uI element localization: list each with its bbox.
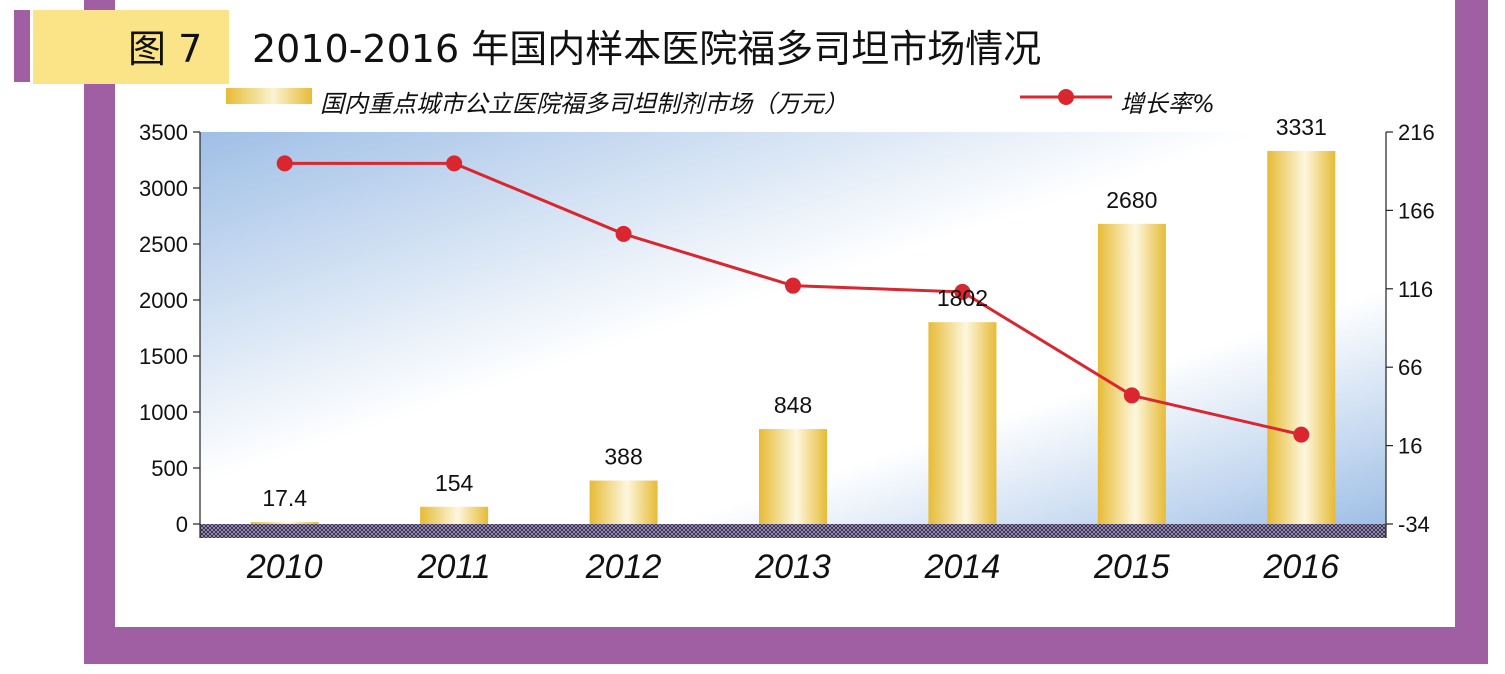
legend-bar-swatch [226,88,312,104]
bar-value-label-2012: 388 [604,444,642,470]
y-right-tick-label: -34 [1398,512,1430,537]
x-tick-label-2016: 2016 [1262,548,1339,586]
x-tick-label-2011: 2011 [417,548,491,586]
bar-2013 [759,429,827,524]
x-tick-label-2014: 2014 [924,548,1001,586]
y-left-tick-label: 2000 [139,288,188,313]
y-left-tick-label: 1500 [139,344,188,369]
y-left-tick-label: 3000 [139,176,188,201]
x-tick-label-2015: 2015 [1093,548,1170,586]
y-right-tick-label: 66 [1398,355,1422,380]
growth-rate-point-2010 [276,155,293,172]
bar-2012 [589,480,658,524]
y-right-tick-label: 166 [1398,198,1435,223]
bar-2014 [928,322,997,524]
figure-label-badge [33,10,229,84]
growth-rate-point-2015 [1123,387,1140,404]
title-accent-bar [14,10,30,82]
y-left-tick-label: 3500 [139,120,188,145]
bar-value-label-2014: 1802 [937,285,988,311]
y-left-tick-label: 0 [176,512,188,537]
chart-title: 2010-2016 年国内样本医院福多司坦市场情况 [252,27,1042,71]
growth-rate-point-2011 [446,155,463,172]
bar-value-label-2010: 17.4 [262,485,307,511]
y-left-tick-label: 1000 [139,400,188,425]
bar-value-label-2016: 3331 [1276,114,1327,140]
x-axis-floor [200,524,1386,538]
y-right-tick-label: 16 [1398,434,1422,459]
growth-rate-point-2014 [954,283,971,300]
growth-rate-point-2013 [785,277,801,294]
legend-bar-label: 国内重点城市公立医院福多司坦制剂市场（万元） [320,90,848,118]
figure-label: 图 7 [128,27,203,71]
growth-rate-point-2016 [1293,426,1310,443]
bar-2015 [1097,223,1166,524]
x-tick-label-2013: 2013 [754,548,831,586]
x-tick-label-2010: 2010 [246,548,323,586]
bar-value-label-2015: 2680 [1106,187,1157,213]
legend-line-label: 增长率% [1120,90,1215,118]
bar-2016 [1267,150,1336,525]
y-right-tick-label: 116 [1398,277,1433,302]
bar-2010 [250,522,319,524]
y-right-tick-label: 216 [1398,120,1435,145]
bar-value-label-2013: 848 [774,392,812,418]
growth-rate-point-2012 [615,225,632,242]
y-left-tick-label: 2500 [139,232,188,257]
y-left-tick-label: 500 [151,456,188,481]
x-tick-label-2012: 2012 [585,548,662,586]
bar-2011 [420,506,489,524]
bar-value-label-2011: 154 [435,470,474,496]
